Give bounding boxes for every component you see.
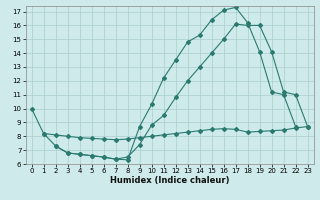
X-axis label: Humidex (Indice chaleur): Humidex (Indice chaleur) <box>110 176 229 185</box>
